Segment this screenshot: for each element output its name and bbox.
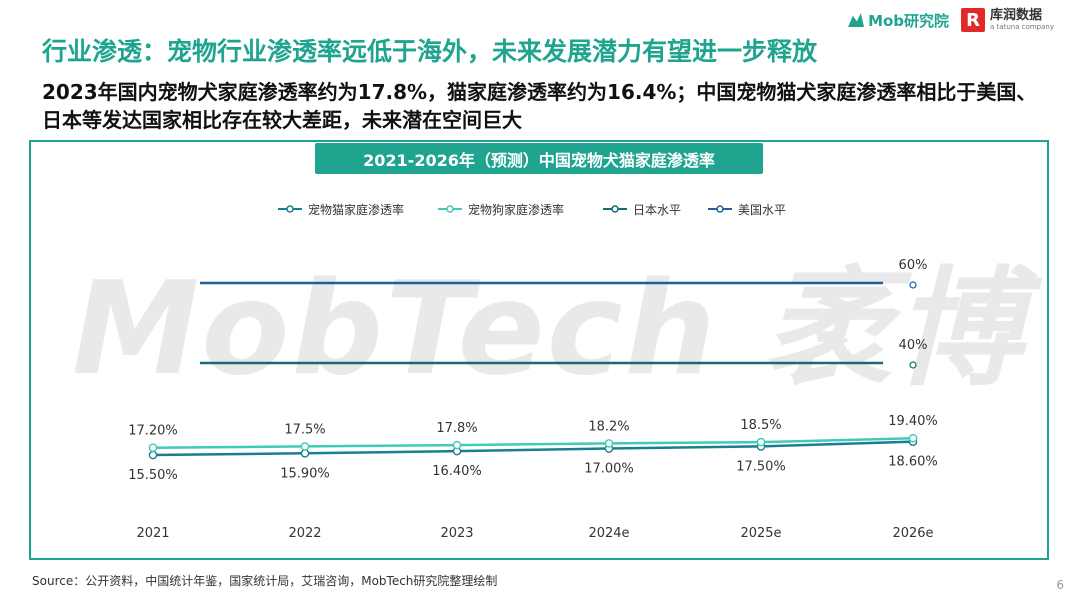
kurun-logo: R 库润数据 a tatuna company	[961, 8, 1054, 32]
ref-marker-2	[909, 361, 917, 369]
legend-marker-2	[611, 205, 619, 213]
mob-logo-text: Mob研究院	[868, 11, 950, 30]
x-tick-label-5: 2026e	[892, 526, 933, 541]
legend-marker-3	[716, 205, 724, 213]
data-label-0-0: 15.50%	[128, 468, 178, 483]
kurun-logo-icon: R	[961, 8, 986, 32]
data-label-0-5: 18.60%	[888, 455, 938, 470]
page-number: 6	[1056, 578, 1064, 592]
series-line-1	[152, 436, 914, 449]
data-label-1-1: 17.5%	[284, 422, 325, 437]
x-tick-label-0: 2021	[136, 526, 169, 541]
series-point-1-3	[604, 439, 614, 448]
watermark: MobTech 袤博	[72, 255, 1025, 404]
legend-label-2: 日本水平	[633, 203, 681, 217]
series-line-0	[152, 440, 914, 457]
page-subtitle: 2023年国内宠物犬家庭渗透率约为17.8%，猫家庭渗透率约为16.4%；中国宠…	[42, 80, 1037, 132]
x-tick-label-1: 2022	[288, 526, 321, 541]
series-point-1-4	[756, 437, 766, 447]
data-label-1-3: 18.2%	[588, 419, 629, 434]
ref-marker-3	[909, 281, 917, 289]
legend-label-1: 宠物狗家庭渗透率	[468, 202, 564, 217]
kurun-logo-tagline: a tatuna company	[990, 23, 1054, 31]
data-label-1-2: 17.8%	[436, 421, 477, 436]
source-note: Source：公开资料，中国统计年鉴，国家统计局，艾瑞咨询，MobTech研究院…	[32, 574, 498, 588]
ref-label-3: 60%	[899, 258, 928, 273]
logo-area: Mob研究院 R 库润数据 a tatuna company	[848, 8, 1054, 32]
data-label-1-4: 18.5%	[740, 418, 781, 433]
x-axis: 2021 2022 2023 2024e 2025e 2026e	[136, 526, 933, 541]
chart-legend: 宠物猫家庭渗透率 宠物狗家庭渗透率 日本水平 美国水平	[278, 202, 786, 217]
data-label-0-2: 16.40%	[432, 464, 482, 479]
series-lines: 15.50% 15.90% 16.40% 17.00% 17.50% 18.60% 17.2…	[128, 414, 938, 483]
series-point-1-1	[300, 442, 310, 451]
reference-lines: 60% 40%	[200, 258, 928, 369]
chart-title: 2021-2026年（预测）中国宠物犬猫家庭渗透率	[315, 143, 763, 174]
mob-logo: Mob研究院	[848, 10, 949, 31]
legend-label-3: 美国水平	[738, 203, 786, 217]
data-label-0-3: 17.00%	[584, 462, 634, 477]
data-label-1-5: 19.40%	[888, 414, 938, 429]
page-title: 行业渗透：宠物行业渗透率远低于海外，未来发展潜力有望进一步释放	[42, 37, 818, 66]
data-label-0-1: 15.90%	[280, 466, 330, 481]
series-point-0-1	[300, 448, 310, 458]
chart-frame	[29, 140, 1049, 560]
ref-label-2: 40%	[899, 338, 928, 353]
x-tick-label-2: 2023	[440, 526, 473, 541]
legend-label-0: 宠物猫家庭渗透率	[308, 202, 404, 217]
x-tick-label-3: 2024e	[588, 526, 629, 541]
legend-marker-0	[286, 205, 294, 213]
legend-marker-1	[446, 205, 454, 213]
series-point-1-5	[908, 433, 918, 443]
series-point-0-0	[148, 450, 158, 460]
data-label-1-0: 17.20%	[128, 424, 178, 439]
kurun-logo-text: 库润数据	[990, 8, 1043, 23]
x-tick-label-4: 2025e	[740, 526, 781, 541]
series-point-1-0	[148, 443, 158, 452]
series-point-1-2	[452, 440, 462, 450]
data-label-0-4: 17.50%	[736, 459, 786, 474]
